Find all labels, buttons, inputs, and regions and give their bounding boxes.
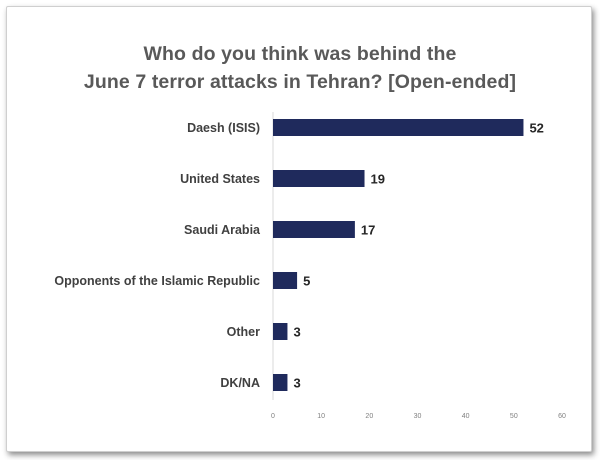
chart-title: Who do you think was behind the June 7 t… — [0, 40, 600, 96]
category-label: Saudi Arabia — [184, 223, 261, 237]
bars-group — [273, 119, 524, 391]
bar — [273, 323, 288, 340]
category-label: United States — [180, 172, 260, 186]
x-tick-label: 10 — [317, 413, 325, 420]
value-label: 3 — [293, 376, 300, 391]
x-tick-label: 50 — [510, 413, 518, 420]
category-label: Other — [227, 325, 260, 339]
x-tick-label: 0 — [271, 413, 275, 420]
chart-title-line-2: June 7 terror attacks in Tehran? [Open-e… — [83, 71, 517, 93]
x-tick-label: 40 — [462, 413, 470, 420]
bar — [273, 374, 288, 391]
x-tick-label: 60 — [558, 413, 566, 420]
bar — [273, 119, 524, 136]
value-label: 17 — [361, 223, 375, 238]
bar — [273, 170, 365, 187]
category-label: Opponents of the Islamic Republic — [54, 274, 260, 288]
category-label: DK/NA — [220, 376, 260, 390]
labels-group: Daesh (ISIS) 52 United States 19 Saudi Arabi… — [54, 121, 544, 391]
category-label: Daesh (ISIS) — [187, 121, 260, 135]
value-label: 19 — [371, 172, 385, 187]
value-label: 52 — [529, 121, 543, 136]
bar — [273, 221, 355, 238]
x-tick-label: 30 — [414, 413, 422, 420]
chart-title-line-1: Who do you think was behind the — [143, 43, 457, 65]
x-tick-label: 20 — [365, 413, 373, 420]
axis-group: 0 10 20 30 40 50 60 — [271, 112, 566, 420]
bar — [273, 272, 298, 289]
value-label: 5 — [303, 274, 310, 289]
value-label: 3 — [293, 325, 300, 340]
